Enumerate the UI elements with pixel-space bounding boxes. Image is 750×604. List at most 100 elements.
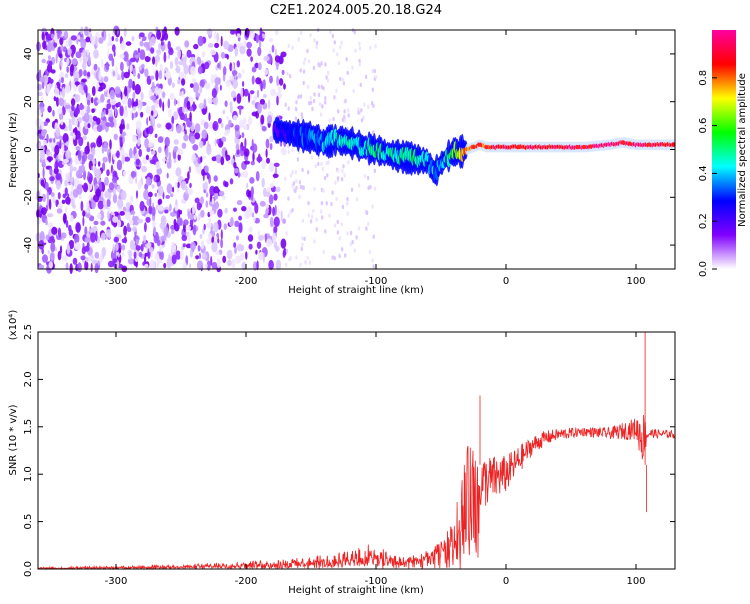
noise-cell bbox=[56, 96, 59, 107]
noise-cell bbox=[175, 65, 181, 74]
noise-cell bbox=[65, 141, 69, 147]
noise-cell bbox=[321, 215, 324, 220]
noise-cell bbox=[71, 58, 78, 66]
noise-cell bbox=[141, 63, 145, 69]
noise-cell bbox=[240, 244, 245, 252]
noise-cell bbox=[131, 36, 135, 42]
noise-cell bbox=[345, 57, 348, 62]
noise-cell bbox=[177, 79, 181, 85]
noise-cell bbox=[303, 236, 306, 241]
noise-cell bbox=[333, 95, 336, 100]
noise-cell bbox=[111, 176, 118, 183]
noise-cell bbox=[85, 36, 91, 43]
noise-cell bbox=[200, 240, 205, 250]
noise-cell bbox=[298, 180, 302, 185]
noise-cell bbox=[267, 99, 271, 110]
noise-cell bbox=[151, 105, 155, 111]
noise-cell bbox=[249, 29, 255, 40]
noise-cell bbox=[104, 191, 108, 199]
noise-cell bbox=[163, 226, 169, 237]
noise-cell bbox=[110, 249, 117, 261]
noise-cell bbox=[251, 75, 255, 85]
noise-cell bbox=[261, 160, 267, 170]
noise-cell bbox=[59, 37, 64, 46]
noise-cell bbox=[320, 201, 324, 206]
noise-cell bbox=[181, 234, 188, 242]
noise-cell bbox=[41, 58, 46, 64]
noise-cell bbox=[246, 182, 249, 189]
noise-cell bbox=[115, 242, 119, 251]
noise-cell bbox=[223, 223, 228, 231]
noise-cell bbox=[47, 213, 54, 218]
noise-cell bbox=[48, 198, 52, 210]
noise-cell bbox=[148, 142, 154, 148]
noise-cell bbox=[351, 65, 354, 71]
noise-cell bbox=[307, 201, 310, 206]
noise-cell bbox=[161, 41, 164, 46]
noise-cell bbox=[324, 229, 327, 234]
noise-cell bbox=[208, 218, 212, 223]
noise-cell bbox=[163, 32, 169, 41]
noise-cell bbox=[49, 167, 53, 176]
noise-cell bbox=[137, 137, 141, 147]
noise-cell bbox=[199, 233, 203, 239]
noise-cell bbox=[299, 30, 303, 36]
y-tick-label: -40 bbox=[23, 237, 34, 253]
noise-cell bbox=[171, 82, 175, 89]
noise-cell bbox=[57, 30, 60, 40]
noise-cell bbox=[317, 161, 320, 167]
noise-cell bbox=[341, 247, 344, 252]
noise-cell bbox=[294, 116, 298, 121]
noise-cell bbox=[245, 251, 248, 260]
noise-cell bbox=[285, 231, 288, 236]
noise-cell bbox=[208, 112, 211, 121]
noise-cell bbox=[357, 226, 361, 231]
noise-cell bbox=[124, 85, 128, 97]
noise-cell bbox=[108, 32, 111, 44]
spectrogram-cells bbox=[35, 25, 676, 275]
noise-cell bbox=[268, 259, 274, 271]
noise-cell bbox=[265, 208, 269, 217]
noise-cell bbox=[85, 256, 89, 263]
noise-cell bbox=[192, 224, 197, 236]
noise-cell bbox=[159, 222, 166, 230]
noise-cell bbox=[102, 198, 106, 207]
noise-cell bbox=[135, 120, 142, 131]
noise-cell bbox=[90, 35, 96, 46]
noise-cell bbox=[247, 234, 254, 242]
noise-cell bbox=[264, 68, 269, 76]
noise-cell bbox=[54, 87, 60, 98]
noise-cell bbox=[271, 233, 277, 243]
noise-cell bbox=[346, 211, 349, 216]
noise-cell bbox=[367, 185, 370, 191]
noise-cell bbox=[74, 81, 81, 86]
noise-cell bbox=[199, 79, 205, 88]
noise-cell bbox=[164, 209, 169, 214]
noise-cell bbox=[204, 165, 209, 173]
noise-cell bbox=[283, 83, 286, 90]
noise-cell bbox=[333, 40, 336, 45]
noise-cell bbox=[312, 98, 316, 104]
noise-cell bbox=[294, 188, 297, 194]
noise-cell bbox=[192, 204, 196, 215]
noise-cell bbox=[175, 124, 182, 134]
noise-cell bbox=[314, 163, 317, 169]
noise-cell bbox=[135, 158, 140, 166]
noise-cell bbox=[225, 129, 231, 134]
noise-cell bbox=[145, 176, 151, 186]
noise-cell bbox=[65, 104, 71, 110]
noise-cell bbox=[152, 116, 156, 126]
noise-cell bbox=[257, 46, 262, 57]
noise-cell bbox=[237, 72, 242, 79]
noise-cell bbox=[100, 220, 106, 226]
noise-cell bbox=[373, 186, 377, 191]
noise-cell bbox=[95, 168, 102, 180]
noise-cell bbox=[121, 251, 125, 258]
noise-cell bbox=[182, 106, 186, 113]
noise-cell bbox=[259, 200, 266, 207]
noise-cell bbox=[47, 105, 52, 113]
noise-cell bbox=[178, 60, 184, 66]
noise-cell bbox=[165, 147, 169, 158]
noise-cell bbox=[157, 185, 164, 197]
noise-cell bbox=[130, 171, 137, 178]
